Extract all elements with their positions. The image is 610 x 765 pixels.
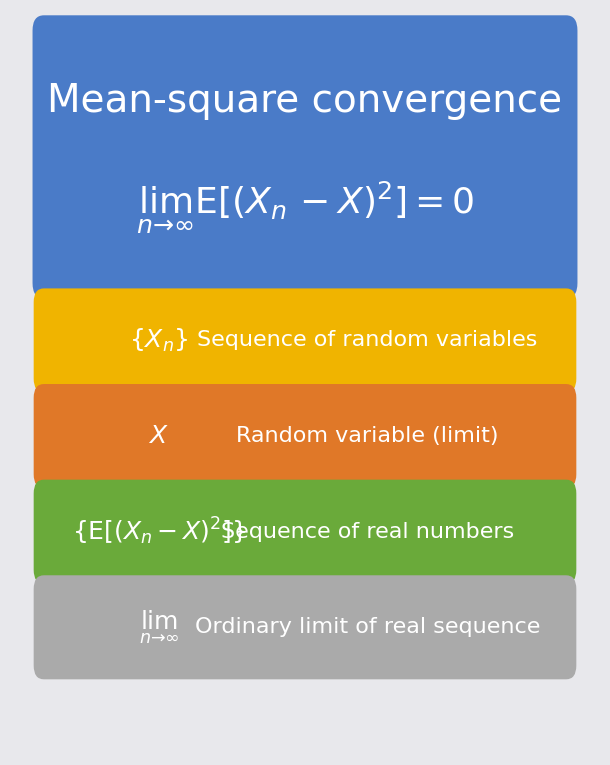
Text: Random variable (limit): Random variable (limit) (237, 426, 499, 446)
FancyBboxPatch shape (34, 575, 576, 679)
Text: Sequence of random variables: Sequence of random variables (198, 330, 538, 350)
FancyBboxPatch shape (32, 15, 578, 298)
Text: Mean-square convergence: Mean-square convergence (48, 83, 562, 120)
Text: $\{X_n\}$: $\{X_n\}$ (129, 327, 188, 354)
FancyBboxPatch shape (34, 288, 576, 392)
Text: $X$: $X$ (148, 424, 169, 448)
Text: $\lim_{n\to\infty} \mathrm{E}[(X_n - X)^2] = 0$: $\lim_{n\to\infty} \mathrm{E}[(X_n - X)^… (135, 179, 475, 236)
Text: Sequence of real numbers: Sequence of real numbers (221, 522, 514, 542)
Text: $\{\mathrm{E}[(X_n - X)^2]\}$: $\{\mathrm{E}[(X_n - X)^2]\}$ (71, 516, 246, 548)
FancyBboxPatch shape (34, 384, 576, 488)
Text: $\lim_{n\to\infty}$: $\lim_{n\to\infty}$ (138, 608, 179, 646)
Text: Ordinary limit of real sequence: Ordinary limit of real sequence (195, 617, 540, 637)
FancyBboxPatch shape (34, 480, 576, 584)
